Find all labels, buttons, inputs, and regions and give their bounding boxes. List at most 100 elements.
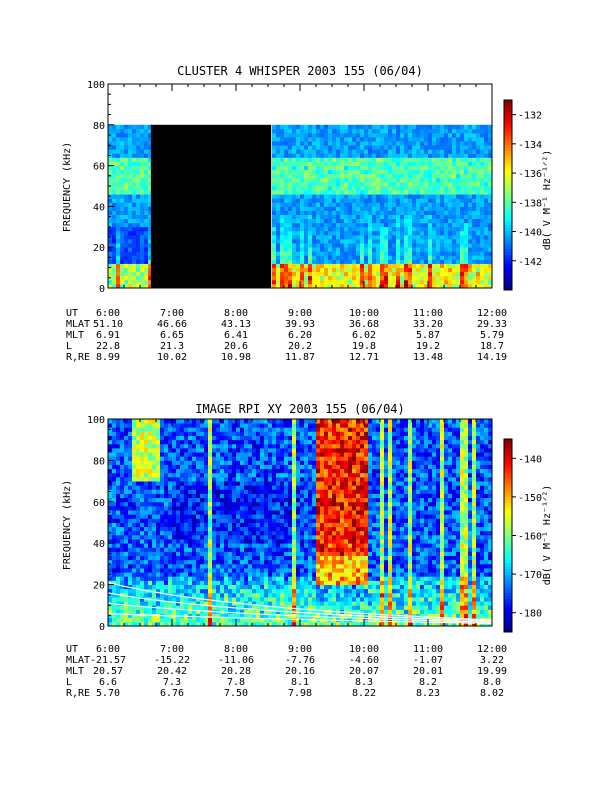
spectrogram-cell: [200, 559, 205, 565]
spectrogram-cell: [112, 419, 117, 424]
spectrogram-cell: [240, 597, 245, 602]
spectrogram-cell: [200, 551, 205, 557]
spectrogram-cell: [328, 259, 333, 264]
spectrogram-cell: [472, 202, 477, 207]
spectrogram-cell: [160, 501, 165, 507]
spectrogram-cell: [228, 551, 233, 557]
spectrogram-cell: [444, 161, 449, 166]
spectrogram-cell: [344, 214, 349, 220]
spectrogram-cell: [236, 493, 241, 499]
spectrogram-cell: [468, 267, 473, 273]
spectrogram-cell: [320, 157, 325, 162]
spectrogram-cell: [168, 443, 173, 449]
spectrogram-cell: [108, 563, 113, 569]
panel2-spectrogram: [107, 419, 493, 627]
spectrogram-cell: [448, 141, 453, 146]
spectrogram-cell: [440, 251, 445, 256]
ephemeris-l-value: 22.8: [96, 341, 120, 352]
spectrogram-cell: [204, 576, 209, 581]
spectrogram-cell: [480, 153, 485, 158]
spectrogram-cell: [388, 251, 393, 256]
spectrogram-cell: [156, 489, 161, 494]
spectrogram-cell: [124, 431, 129, 436]
spectrogram-cell: [128, 169, 133, 175]
spectrogram-cell: [340, 263, 345, 268]
spectrogram-cell: [388, 132, 393, 138]
spectrogram-cell: [196, 514, 201, 519]
spectrogram-cell: [488, 251, 493, 256]
spectrogram-cell: [228, 530, 233, 536]
spectrogram-cell: [464, 198, 469, 203]
spectrogram-cell: [208, 493, 213, 499]
spectrogram-cell: [140, 563, 145, 569]
spectrogram-cell: [208, 468, 213, 474]
spectrogram-cell: [364, 153, 369, 158]
spectrogram-cell: [220, 580, 225, 585]
spectrogram-cell: [260, 419, 265, 424]
spectrogram-cell: [480, 169, 485, 175]
spectrogram-cell: [120, 539, 125, 544]
spectrogram-cell: [248, 621, 253, 627]
spectrogram-cell: [416, 141, 421, 146]
spectrogram-cell: [388, 283, 393, 289]
spectrogram-cell: [136, 621, 141, 627]
spectrogram-cell: [432, 239, 437, 244]
spectrogram-cell: [148, 222, 153, 228]
spectrogram-cell: [280, 177, 285, 183]
spectrogram-cell: [352, 141, 357, 146]
spectrogram-cell: [484, 267, 489, 273]
spectrogram-cell: [284, 263, 289, 268]
spectrogram-cell: [124, 275, 129, 281]
spectrogram-cell: [112, 476, 117, 482]
spectrogram-cell: [412, 247, 417, 252]
spectrogram-cell: [244, 476, 249, 482]
spectrogram-cell: [140, 177, 145, 183]
spectrogram-cell: [208, 518, 213, 523]
spectrogram-cell: [200, 526, 205, 532]
spectrogram-cell: [472, 267, 477, 273]
spectrogram-cell: [464, 206, 469, 211]
spectrogram-cell: [384, 137, 389, 142]
spectrogram-cell: [352, 149, 357, 154]
spectrogram-cell: [448, 137, 453, 142]
spectrogram-cell: [244, 576, 249, 581]
spectrogram-cell: [460, 202, 465, 207]
spectrogram-cell: [256, 489, 261, 494]
spectrogram-cell: [160, 621, 165, 627]
spectrogram-cell: [320, 267, 325, 273]
spectrogram-cell: [480, 283, 485, 289]
spectrogram-cell: [488, 267, 493, 273]
spectrogram-cell: [180, 597, 185, 602]
spectrogram-cell: [476, 222, 481, 228]
spectrogram-cell: [152, 518, 157, 523]
spectrogram-cell: [156, 543, 161, 548]
spectrogram-cell: [220, 584, 225, 590]
spectrogram-cell: [332, 145, 337, 150]
spectrogram-cell: [432, 137, 437, 142]
spectrogram-cell: [244, 551, 249, 557]
spectrogram-cell: [244, 489, 249, 494]
spectrogram-cell: [332, 222, 337, 228]
spectrogram-cell: [276, 526, 281, 532]
spectrogram-cell: [476, 259, 481, 264]
spectrogram-cell: [124, 435, 129, 441]
spectrogram-cell: [156, 601, 161, 606]
spectrogram-cell: [264, 505, 269, 511]
spectrogram-cell: [168, 514, 173, 519]
spectrogram-cell: [224, 472, 229, 478]
spectrogram-cell: [132, 169, 137, 175]
spectrogram-cell: [388, 222, 393, 228]
spectrogram-cell: [308, 132, 313, 138]
spectrogram-cell: [304, 267, 309, 273]
spectrogram-cell: [420, 206, 425, 211]
spectrogram-cell: [420, 153, 425, 158]
spectrogram-cell: [144, 431, 149, 436]
spectrogram-cell: [192, 472, 197, 478]
spectrogram-cell: [136, 447, 141, 453]
spectrogram-cell: [308, 186, 313, 191]
spectrogram-cell: [328, 186, 333, 191]
spectrogram-cell: [400, 275, 405, 281]
spectrogram-cell: [228, 555, 233, 561]
spectrogram-cell: [236, 539, 241, 544]
ephemeris-ut-value: 6:00: [96, 308, 120, 319]
